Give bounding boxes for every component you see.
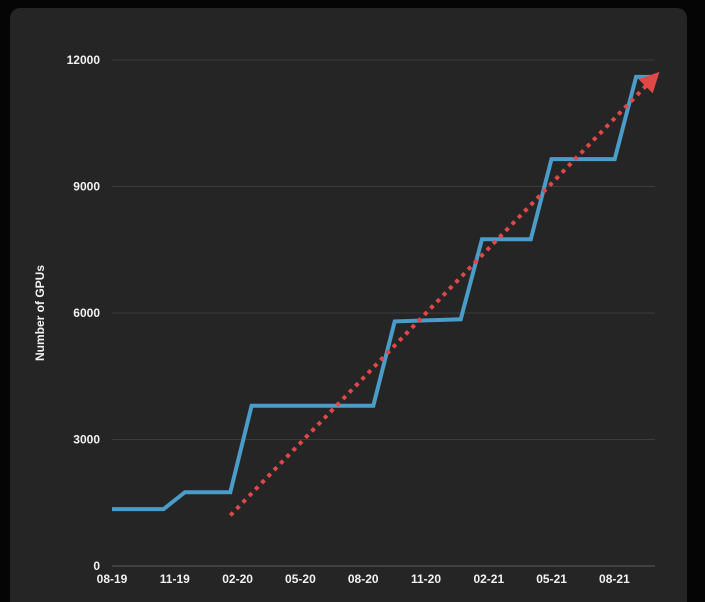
series-line-gpus bbox=[112, 74, 657, 512]
y-tick-label: 12000 bbox=[67, 53, 101, 67]
x-tick-label: 11-20 bbox=[411, 572, 441, 586]
y-axis-title: Number of GPUs bbox=[33, 265, 47, 361]
x-tick-label: 02-20 bbox=[222, 572, 253, 586]
x-tick-label: 08-20 bbox=[348, 572, 379, 586]
x-tick-label: 05-21 bbox=[536, 572, 567, 586]
y-tick-label: 3000 bbox=[73, 433, 100, 447]
x-tick-label: 02-21 bbox=[473, 572, 504, 586]
trend-layer bbox=[228, 71, 660, 517]
y-tick-label: 6000 bbox=[73, 306, 100, 320]
x-tick-label: 11-19 bbox=[160, 572, 190, 586]
axes: 0 3000 6000 9000 12000 08-19 11-19 02-20 05-20 08… bbox=[67, 53, 655, 586]
gridlines bbox=[112, 59, 655, 440]
series-layer bbox=[112, 74, 657, 512]
chart-panel bbox=[10, 8, 687, 602]
trend-arrow bbox=[228, 71, 660, 517]
x-tick-label: 05-20 bbox=[285, 572, 316, 586]
x-tick-label: 08-21 bbox=[599, 572, 630, 586]
y-tick-label: 9000 bbox=[73, 180, 100, 194]
y-tick-label: 0 bbox=[93, 559, 100, 573]
x-tick-label: 08-19 bbox=[97, 572, 128, 586]
